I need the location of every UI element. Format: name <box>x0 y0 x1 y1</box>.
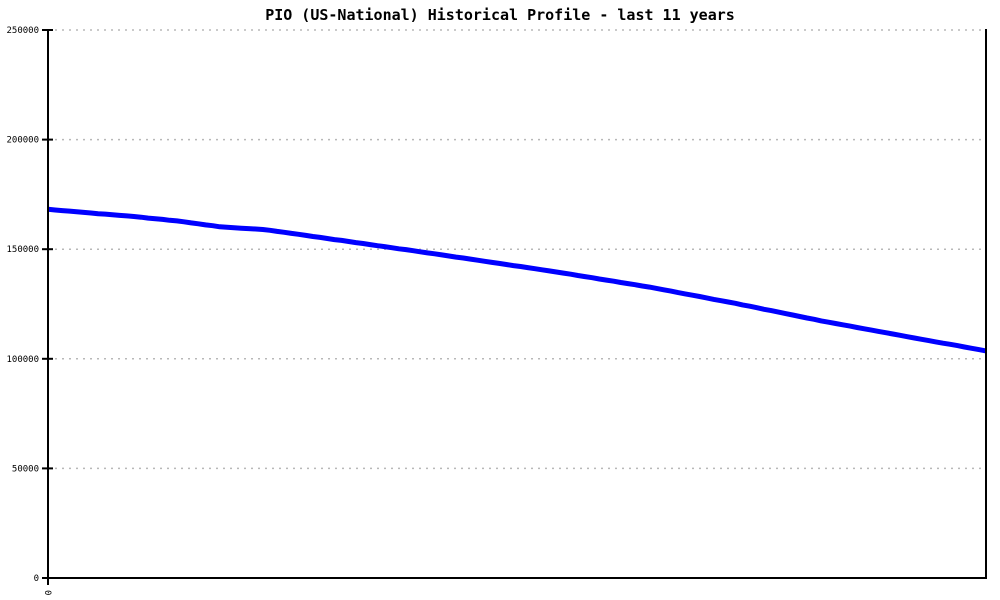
y-tick-label: 100000 <box>6 355 39 365</box>
chart-title: PIO (US-National) Historical Profile - l… <box>265 6 735 24</box>
y-tick-label: 150000 <box>6 245 39 255</box>
x-tick-label: 0 <box>42 590 52 595</box>
y-tick-label: 200000 <box>6 136 39 146</box>
y-tick-label: 250000 <box>6 26 39 36</box>
data-line <box>47 206 987 354</box>
y-tick-label: 50000 <box>12 464 39 474</box>
y-tick-label: 0 <box>34 574 39 584</box>
